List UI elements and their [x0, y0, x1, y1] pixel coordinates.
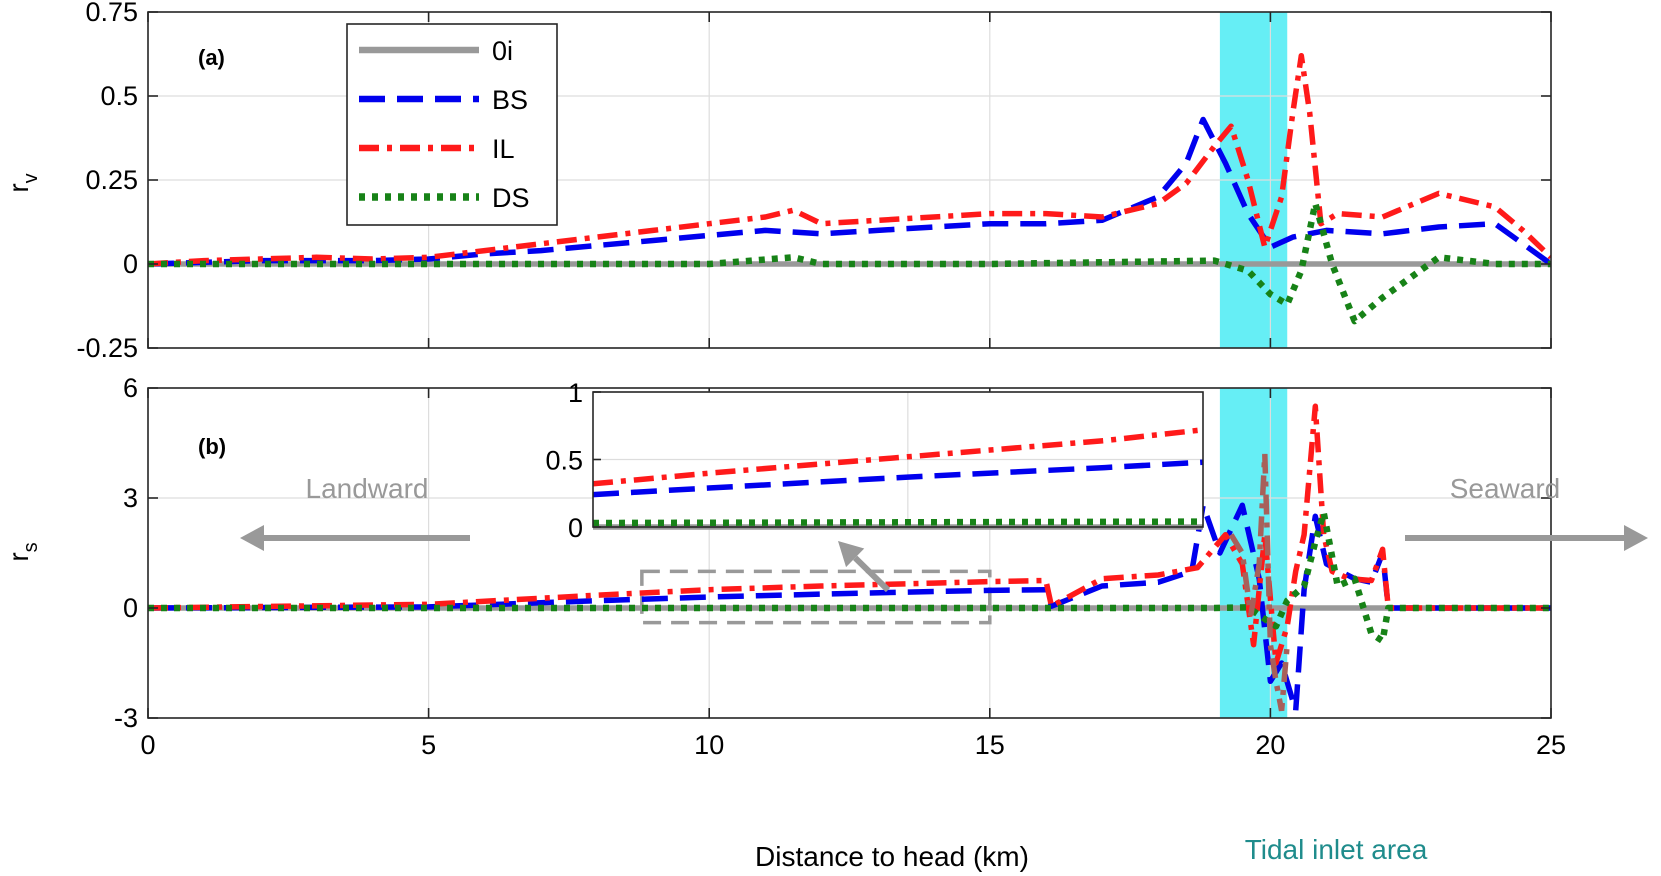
- series-bs-line: [148, 116, 1551, 267]
- seaward-arrow-head: [1624, 525, 1648, 551]
- inset-series-bs-line: [592, 459, 1204, 498]
- y-axis-title-a: rv: [3, 173, 42, 192]
- legend-box: [346, 23, 558, 226]
- x-tick-label: 20: [1255, 730, 1285, 760]
- overlap-line: [1228, 453, 1290, 712]
- x-tick-label: 0: [140, 730, 155, 760]
- y-axis-title-b: rs: [3, 542, 42, 561]
- y-axis-title-b-sub: s: [20, 542, 42, 552]
- zoom-arrow-head: [838, 541, 865, 568]
- x-tick-label: 10: [694, 730, 724, 760]
- x-tick-label: 15: [975, 730, 1005, 760]
- legend-label-il: IL: [492, 134, 515, 164]
- x-tick-label: 5: [421, 730, 436, 760]
- y-tick-label: -3: [114, 703, 138, 733]
- y-tick-label: 0.75: [85, 0, 138, 27]
- y-tick-label: -0.25: [76, 333, 138, 363]
- y-tick-label: 0: [123, 249, 138, 279]
- y-axis-title-a-sub: v: [20, 173, 42, 183]
- y-tick-label: 0.25: [85, 165, 138, 195]
- panel-tag-b: (b): [198, 434, 226, 459]
- panel-tag-a: (a): [198, 45, 225, 70]
- y-tick-label: 3: [123, 483, 138, 513]
- panel-a: -0.25 0 0.25 0.5 0.75: [76, 0, 1552, 363]
- zoom-arrow-shaft: [853, 555, 891, 593]
- x-tick-label: 25: [1536, 730, 1566, 760]
- y-axis-title-a-main: r: [3, 183, 34, 192]
- inset-y-tick-label: 0: [568, 513, 583, 543]
- svg-text:rv: rv: [3, 173, 42, 192]
- legend-label-ds: DS: [492, 183, 530, 213]
- series-il-line: [148, 52, 1551, 267]
- inset-panel: 00.51: [545, 378, 1204, 543]
- y-tick-label: 0.5: [100, 81, 138, 111]
- landward-label: Landward: [306, 473, 429, 504]
- series-ds-line: [148, 509, 1551, 645]
- legend: 0i BS IL DS: [346, 23, 558, 226]
- inset-y-tick-label: 0.5: [545, 446, 583, 476]
- legend-label-0i: 0i: [492, 36, 513, 66]
- axes-frame: [147, 387, 1552, 719]
- y-axis-title-b-main: r: [3, 552, 34, 561]
- y-tick-label: 0: [123, 593, 138, 623]
- inset-series-il-line: [592, 427, 1204, 487]
- series-group: [148, 52, 1551, 325]
- series-group: [148, 403, 1551, 714]
- legend-label-bs: BS: [492, 85, 528, 115]
- inset-y-tick-label: 1: [568, 378, 583, 408]
- annotation-arrows: [240, 525, 1648, 593]
- series-ds-line: [148, 200, 1551, 325]
- svg-text:rs: rs: [3, 542, 42, 561]
- y-tick-label: 6: [123, 373, 138, 403]
- inset-series-ds-line: [592, 518, 1204, 527]
- x-axis-title: Distance to head (km): [755, 841, 1029, 872]
- seaward-label: Seaward: [1450, 473, 1561, 504]
- tidal-inlet-label: Tidal inlet area: [1245, 834, 1428, 865]
- landward-arrow-head: [240, 525, 264, 551]
